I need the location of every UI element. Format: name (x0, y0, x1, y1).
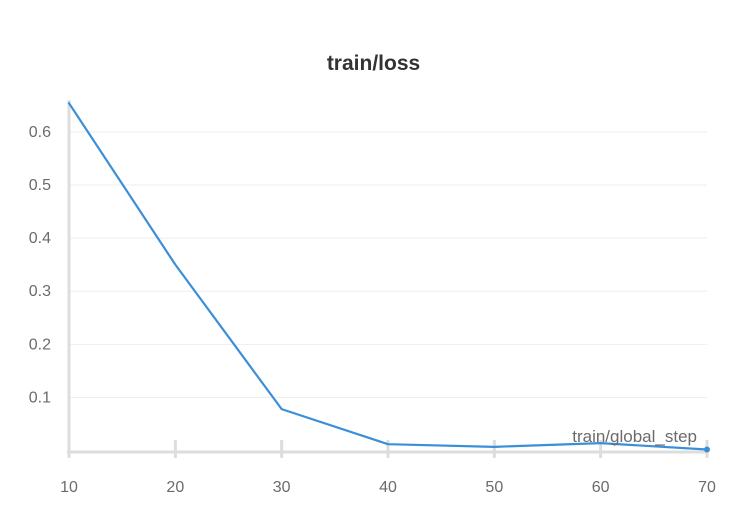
x-axis-title: train/global_step (572, 427, 697, 446)
series-layer (67, 102, 710, 453)
x-tick-label: 70 (698, 479, 716, 496)
y-tick-label: 0.1 (29, 389, 51, 406)
y-tick-label: 0.3 (29, 283, 51, 300)
y-tick-label: 0.5 (29, 177, 51, 194)
grid-lines (69, 131, 707, 398)
loss-series-line (67, 102, 709, 451)
x-tick-label: 40 (379, 479, 397, 496)
tick-labels: 0.1 0.2 0.3 0.4 0.5 0.6 10 20 30 40 50 60 70 train/gl… (29, 124, 716, 496)
chart-title: train/loss (326, 52, 421, 75)
y-tick-label: 0.4 (29, 230, 51, 247)
x-tick-label: 30 (273, 479, 291, 496)
last-point-marker (704, 446, 710, 453)
x-tick-label: 50 (485, 479, 503, 496)
x-tick-label: 60 (592, 479, 610, 496)
y-tick-label: 0.6 (29, 124, 51, 141)
x-tick-label: 20 (166, 479, 184, 496)
y-tick-label: 0.2 (29, 336, 51, 353)
x-tick-label: 10 (60, 479, 78, 496)
axes (67, 100, 709, 458)
